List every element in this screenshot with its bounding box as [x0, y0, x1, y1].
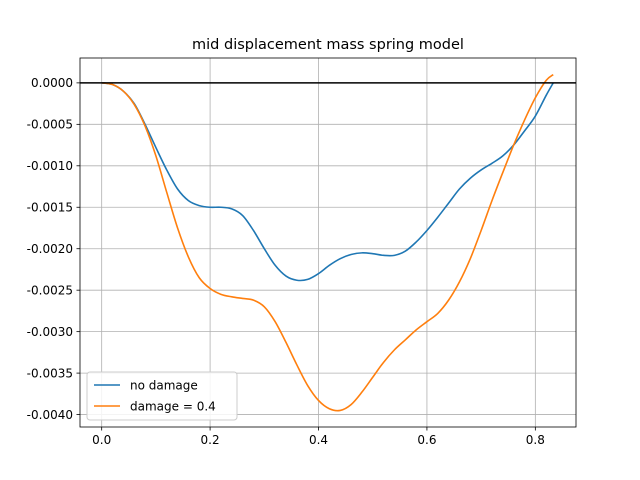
series-layer [80, 73, 576, 412]
y-tick-label: -0.0005 [27, 118, 73, 132]
y-tick-label: -0.0035 [27, 366, 73, 380]
axes [79, 57, 577, 428]
x-tick-label: 0.4 [309, 433, 328, 447]
x-tick-label: 0.8 [526, 433, 545, 447]
chart-title: mid displacement mass spring model [192, 37, 464, 53]
x-tick-label: 0.2 [201, 433, 220, 447]
legend-label-2: damage = 0.4 [130, 399, 216, 413]
grid-lines [80, 58, 576, 427]
y-tick-label: -0.0015 [27, 201, 73, 215]
y-tick-label: -0.0040 [27, 408, 73, 422]
legend: no damage damage = 0.4 [86, 371, 238, 421]
legend-box [86, 371, 238, 421]
plot-area: 0.0 0.2 0.4 0.6 0.8 0.0000 -0.0005 -0.0010 -0.0… [27, 57, 577, 447]
y-tick-label: -0.0020 [27, 242, 73, 256]
x-tick-label: 0.6 [417, 433, 436, 447]
y-axis-ticks: 0.0000 -0.0005 -0.0010 -0.0015 -0.0020 -0.002… [27, 76, 80, 422]
x-tick-label: 0.0 [92, 433, 111, 447]
y-tick-label: -0.0010 [27, 159, 73, 173]
legend-label-1: no damage [130, 378, 198, 392]
x-axis-ticks: 0.0 0.2 0.4 0.6 0.8 [92, 427, 545, 447]
y-tick-label: 0.0000 [31, 76, 73, 90]
y-tick-label: -0.0030 [27, 325, 73, 339]
axes-frame [79, 57, 577, 428]
y-tick-label: -0.0025 [27, 283, 73, 297]
series-line-1 [101, 82, 554, 282]
series-line-2 [101, 73, 554, 412]
